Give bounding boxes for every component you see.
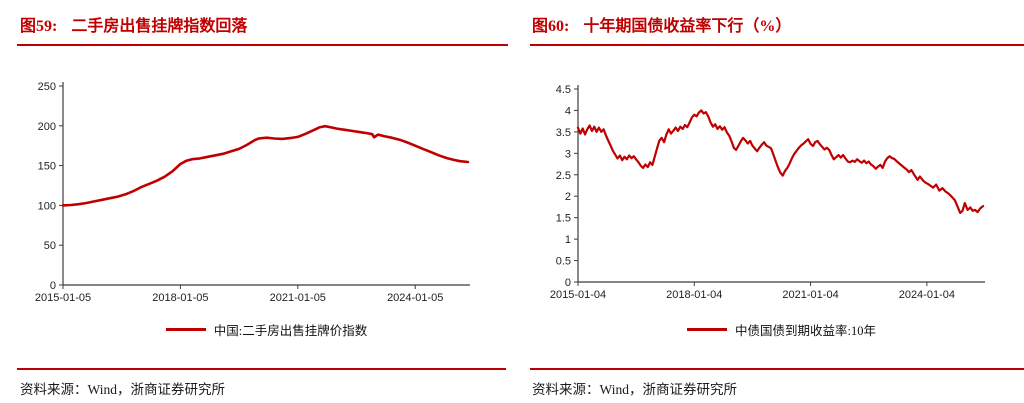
x-tick-label: 2021-01-04 [782,289,838,301]
y-tick-label: 3.5 [556,127,571,139]
y-tick-label: 0 [50,280,56,292]
listing-index-chart: 0 50 100 150 200 250 2015-01-05 2018-01-05 2021-… [35,81,470,304]
figure-59-title: 图59: 二手房出售挂牌指数回落 [20,12,247,36]
source-text: 资料来源：Wind，浙商证券研究所 [20,382,225,397]
figure-title-text: 二手房出售挂牌指数回落 [71,18,248,35]
y-tick-label: 2 [565,191,571,203]
x-tick-label: 2015-01-05 [35,292,91,304]
y-tick-label: 0 [565,277,571,289]
figure-60-title: 图60: 十年期国债收益率下行（%） [532,12,791,36]
figure-label: 图59: [20,18,58,35]
figure-label: 图60: [532,18,570,35]
legend-line-marker [165,327,206,331]
title-rule [530,44,1024,46]
x-tick-label: 2018-01-05 [152,292,208,304]
series-line [61,124,470,207]
x-tick-label: 2015-01-04 [550,289,606,301]
source-rule [530,368,1024,370]
bond-yield-chart: 0 0.5 1 1.5 2 2.5 3 3.5 4 4.5 2015-01-04 2018-01-04… [550,84,985,301]
legend-line-marker [687,327,727,331]
legend-label: 中国:二手房出售挂牌价指数 [213,323,368,338]
y-tick-label: 1 [565,234,571,246]
y-tick-label: 0.5 [556,256,571,268]
y-tick-label: 200 [38,121,56,133]
x-tick-label: 2021-01-05 [270,292,326,304]
x-tick-label: 2018-01-04 [666,289,722,301]
y-tick-label: 1.5 [556,213,571,225]
source-text: 资料来源：Wind，浙商证券研究所 [532,382,737,397]
x-tick-label: 2024-01-04 [899,289,955,301]
title-rule [17,44,508,46]
y-tick-label: 2.5 [556,170,571,182]
source-rule [17,368,506,370]
y-tick-label: 150 [38,161,56,173]
y-tick-label: 250 [38,81,56,93]
y-tick-label: 4 [565,105,571,117]
y-tick-label: 50 [44,240,56,252]
figure-59-panel: 图59: 二手房出售挂牌指数回落 0 50 100 150 200 250 2015-01-0… [17,12,508,397]
chart-legend: 中国:二手房出售挂牌价指数 [63,320,470,338]
y-tick-label: 3 [565,148,571,160]
figure-60-panel: 图60: 十年期国债收益率下行（%） 0 0.5 1 1.5 2 2.5 3 3.5 4 4.5 20… [512,0,1024,403]
x-tick-label: 2024-01-05 [387,292,443,304]
figure-title-text: 十年期国债收益率下行（%） [583,18,792,35]
y-tick-label: 100 [38,200,56,212]
legend-label: 中债国债到期收益率:10年 [735,323,876,338]
series-line [576,109,985,214]
chart-legend: 中债国债到期收益率:10年 [578,320,985,338]
y-tick-label: 4.5 [556,84,571,96]
